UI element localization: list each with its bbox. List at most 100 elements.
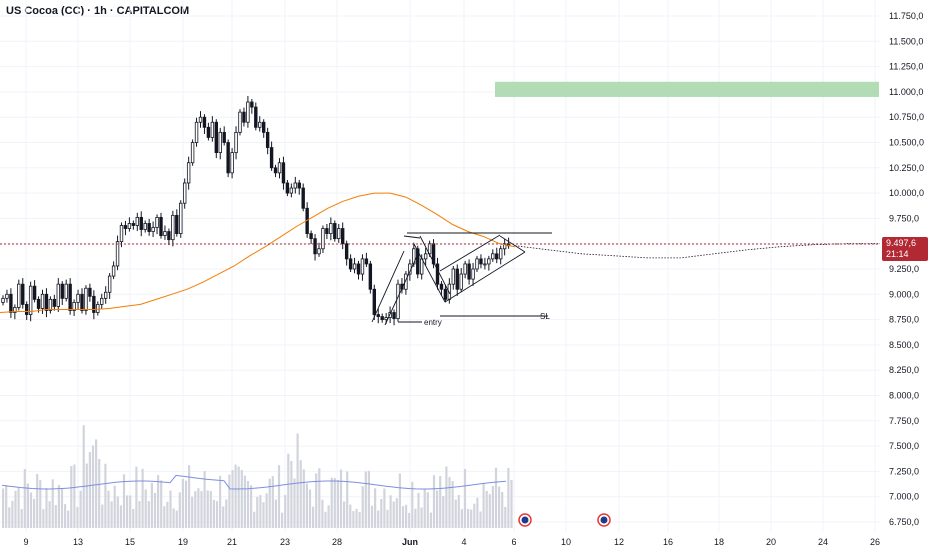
volume-bar [476, 497, 479, 528]
candle [72, 301, 76, 311]
candle [238, 111, 242, 133]
y-tick-label: 9.750,0 [889, 213, 919, 223]
volume-bar [45, 488, 48, 528]
candle [104, 291, 108, 299]
candle [222, 131, 226, 143]
y-tick-label: 10.000,0 [889, 188, 924, 198]
x-tick-label: 10 [561, 537, 571, 547]
volume-bar [126, 495, 129, 528]
candle [337, 228, 341, 240]
volume-bar [467, 508, 470, 528]
candle [186, 162, 191, 184]
volume-bar [321, 499, 324, 528]
volume-bar [457, 495, 460, 528]
volume-bar [197, 488, 200, 528]
candle [396, 283, 400, 319]
candle [218, 131, 222, 154]
candle [119, 225, 124, 243]
candle [32, 285, 37, 300]
volume-bar [73, 464, 76, 528]
volume-bar [166, 501, 169, 528]
candle [360, 258, 365, 275]
volume-bar [510, 479, 513, 528]
candle [463, 263, 467, 275]
candle [147, 223, 151, 232]
volume-bar [383, 488, 386, 528]
volume-bar [228, 474, 231, 528]
volume-bar [101, 504, 104, 528]
volume-bar [234, 464, 237, 528]
volume-bar [256, 496, 259, 528]
candle [416, 248, 420, 275]
volume-bar [119, 505, 122, 528]
candle [368, 263, 373, 290]
volume-bar [262, 502, 265, 528]
pattern-line [444, 251, 526, 303]
candle [202, 116, 207, 128]
current-price-badge[interactable] [882, 236, 928, 261]
volume-bar [184, 480, 188, 528]
volume-bar [451, 481, 454, 528]
volume-bar [284, 495, 287, 528]
volume-bar [14, 490, 17, 528]
volume-bar [8, 507, 11, 528]
current-price-value: 9.497,6 [886, 238, 916, 248]
volume-bar [473, 503, 476, 528]
pattern-line [419, 235, 451, 295]
volume-bar [408, 512, 411, 528]
y-tick-label: 11.500,0 [889, 36, 923, 46]
volume-bar [488, 494, 491, 528]
candle [372, 288, 376, 315]
candle [206, 126, 211, 138]
y-tick-label: 7.000,0 [889, 492, 919, 502]
volume-bar [33, 498, 36, 528]
candle [151, 227, 155, 232]
candle [321, 228, 325, 250]
volume-bar [206, 490, 209, 528]
candle [289, 187, 294, 194]
entry-label: entry [424, 318, 442, 327]
y-tick-label: 8.500,0 [889, 340, 919, 350]
x-tick-label: 23 [280, 537, 290, 547]
flag-icon [521, 516, 529, 524]
x-tick-label: 19 [178, 537, 188, 547]
candle [479, 258, 483, 265]
volume-bar [42, 509, 45, 528]
volume-bar [395, 498, 398, 528]
volume-bar [367, 470, 370, 528]
candle [13, 307, 17, 313]
volume-bar [141, 468, 144, 528]
volume-bar [88, 452, 91, 528]
candle [467, 263, 471, 280]
candle [297, 182, 301, 189]
volume-bar [448, 477, 451, 528]
volume-bar [491, 486, 494, 528]
volume-bar [349, 504, 352, 528]
volume-bar [274, 499, 277, 528]
candle [88, 287, 92, 297]
volume-bar [287, 453, 290, 528]
candle [443, 288, 448, 300]
volume-bar [253, 511, 256, 528]
candle [246, 101, 250, 123]
volume-bar [243, 475, 246, 528]
volume-bar [324, 511, 327, 528]
volume-bar [11, 500, 14, 528]
volume-bar [107, 490, 110, 528]
volume-bar [231, 470, 234, 528]
x-tick-label: 24 [818, 537, 828, 547]
x-tick-label: 18 [714, 537, 724, 547]
volume-bar [23, 469, 26, 528]
volume-bar [290, 460, 293, 528]
volume-bar [215, 501, 219, 528]
volume-bar [194, 491, 197, 528]
volume-bar [318, 468, 321, 528]
y-tick-label: 11.000,0 [889, 87, 923, 97]
volume-bar [48, 501, 51, 528]
candle [163, 231, 167, 237]
volume-bar [85, 463, 88, 528]
pattern-line [403, 235, 421, 239]
volume-bar [91, 445, 95, 528]
x-tick-label: 20 [766, 537, 776, 547]
